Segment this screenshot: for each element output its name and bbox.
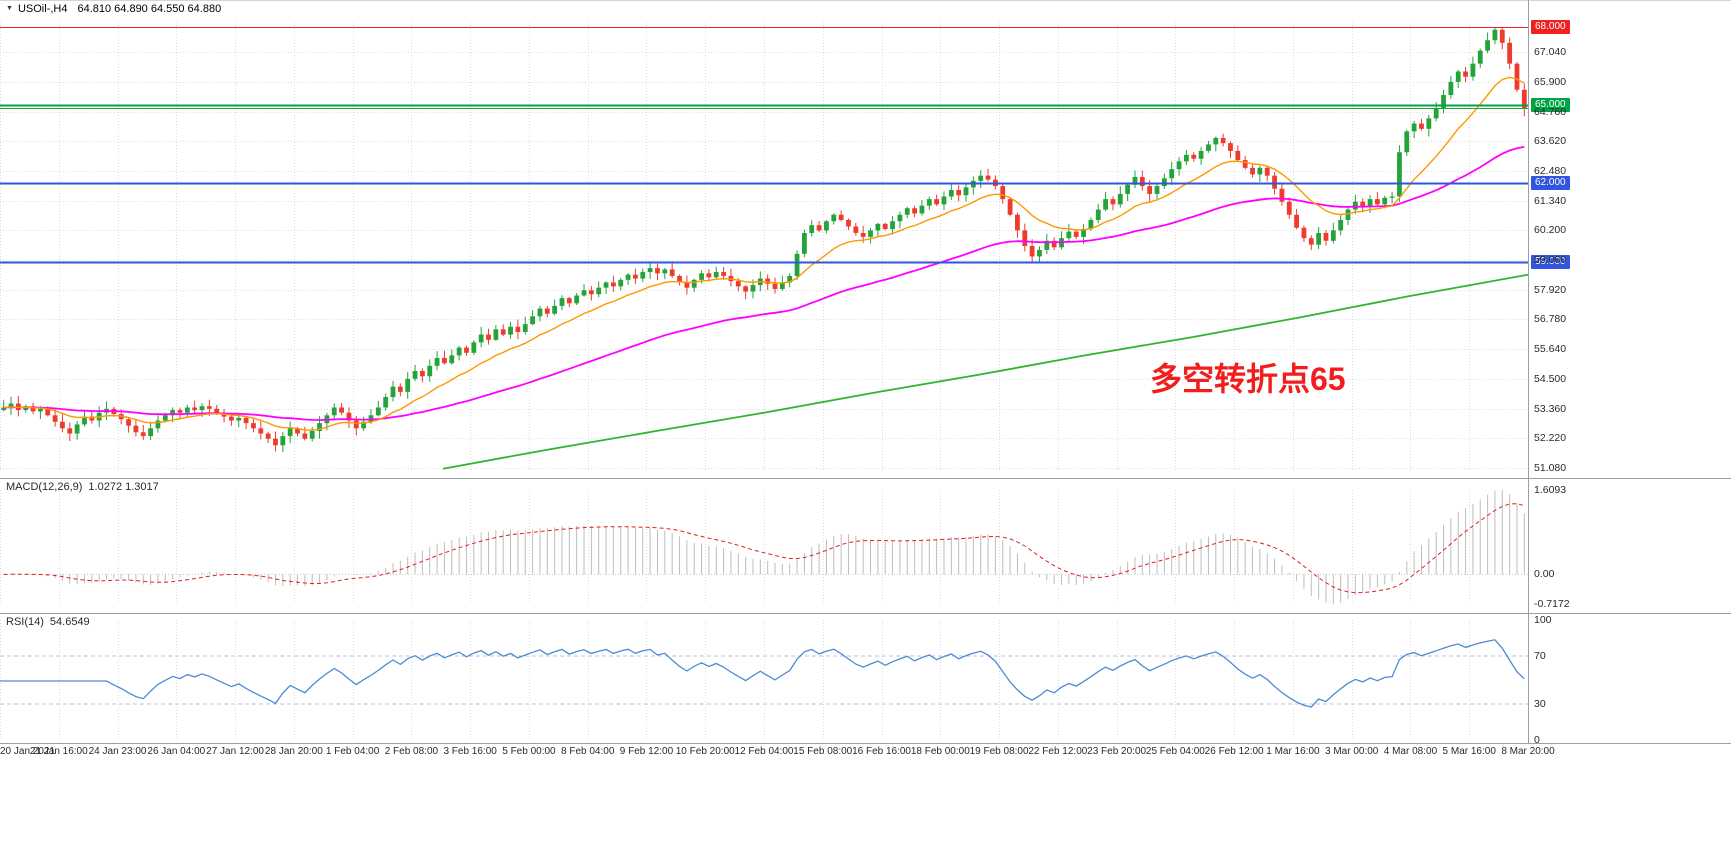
price-axis-label: 60.200 <box>1534 224 1567 237</box>
macd-axis-label: 0.00 <box>1534 568 1555 581</box>
time-axis-label: 16 Feb 16:00 <box>852 746 911 757</box>
macd-indicator-label: MACD(12,26,9) 1.0272 1.3017 <box>6 481 159 493</box>
price-axis-label: 62.480 <box>1534 164 1567 177</box>
rsi-indicator-label: RSI(14) 54.6549 <box>6 616 90 628</box>
price-line-badge: 68.000 <box>1531 20 1570 35</box>
window-top-border <box>0 0 1731 1</box>
time-axis-label: 8 Feb 04:00 <box>561 746 615 757</box>
chart-annotation-text: 多空转折点65 <box>1150 361 1346 397</box>
rsi-line <box>0 639 1525 708</box>
time-axis-label: 21 Jan 16:00 <box>29 746 88 757</box>
time-axis-label: 27 Jan 12:00 <box>206 746 264 757</box>
symbol-header: ▼ USOil-,H4 64.810 64.890 64.550 64.880 <box>6 3 221 15</box>
ma-medium-line <box>3 146 1525 421</box>
time-axis-label: 24 Jan 23:00 <box>88 746 147 757</box>
panel-separator-macd[interactable] <box>0 478 1731 479</box>
time-axis-label: 5 Feb 00:00 <box>502 746 556 757</box>
time-axis-label: 23 Feb 20:00 <box>1087 746 1147 757</box>
time-axis-label: 26 Jan 04:00 <box>147 746 206 757</box>
time-axis-label: 22 Feb 12:00 <box>1028 746 1088 757</box>
rsi-axis-label: 30 <box>1534 698 1546 710</box>
symbol-timeframe-label: USOil-,H4 <box>17 3 68 15</box>
price-axis-label: 54.500 <box>1534 372 1567 385</box>
chart-canvas[interactable] <box>0 0 1731 765</box>
rsi-axis-label: 0 <box>1534 734 1540 746</box>
price-axis-label: 61.340 <box>1534 194 1567 207</box>
price-line-badge: 62.000 <box>1531 176 1570 191</box>
time-axis-label: 28 Jan 20:00 <box>264 746 323 757</box>
price-scale[interactable]: 68.000 65.000 62.000 59.000 67.040 65.900 64.7… <box>1528 0 1731 746</box>
price-axis-label: 64.760 <box>1534 105 1567 118</box>
price-axis-label: 67.040 <box>1534 46 1567 59</box>
ma-fast-line <box>3 76 1525 431</box>
macd-title-text: MACD(12,26,9) <box>6 481 83 493</box>
time-axis-label: 4 Mar 08:00 <box>1383 746 1438 757</box>
price-line-badge: 65.000 <box>1531 98 1570 113</box>
rsi-value-text: 54.6549 <box>49 616 90 628</box>
price-axis-label: 52.220 <box>1534 432 1567 445</box>
price-scale-separator <box>1528 0 1529 743</box>
time-axis-separator <box>0 743 1731 744</box>
time-axis-label: 26 Feb 12:00 <box>1204 746 1264 757</box>
time-axis-label: 1 Feb 04:00 <box>325 746 380 757</box>
price-axis-label: 57.920 <box>1534 283 1567 296</box>
panel-separator-rsi[interactable] <box>0 613 1731 614</box>
time-axis-label: 2 Feb 08:00 <box>384 746 439 757</box>
time-axis-label: 9 Feb 12:00 <box>619 746 674 757</box>
macd-histogram <box>10 490 1525 604</box>
time-axis-label: 1 Mar 16:00 <box>1266 746 1320 757</box>
time-axis-label: 15 Feb 08:00 <box>793 746 853 757</box>
collapse-triangle-icon[interactable]: ▼ <box>6 5 13 12</box>
time-axis-label: 8 Mar 20:00 <box>1501 746 1555 757</box>
price-axis-label: 51.080 <box>1534 461 1567 474</box>
ma-slow-line <box>442 273 1529 470</box>
price-axis-label: 63.620 <box>1534 135 1567 148</box>
time-axis[interactable]: 20 Jan 2021 21 Jan 16:00 24 Jan 23:00 26 Ja… <box>0 744 1731 764</box>
time-axis-label: 3 Mar 00:00 <box>1325 746 1379 757</box>
macd-axis-label: -0.7172 <box>1534 598 1570 610</box>
time-axis-label: 19 Feb 08:00 <box>969 746 1029 757</box>
macd-signal-line <box>3 503 1525 594</box>
candlestick-series <box>1 27 1527 453</box>
rsi-axis-label: 70 <box>1534 650 1546 662</box>
rsi-title-text: RSI(14) <box>6 616 44 628</box>
time-axis-label: 12 Feb 04:00 <box>734 746 794 757</box>
time-axis-label: 3 Feb 16:00 <box>443 746 497 757</box>
price-axis-label: 53.360 <box>1534 402 1567 415</box>
time-axis-label: 5 Mar 16:00 <box>1442 746 1496 757</box>
ohlc-values: 64.810 64.890 64.550 64.880 <box>77 3 222 15</box>
rsi-axis-label: 100 <box>1534 614 1552 626</box>
time-axis-label: 25 Feb 04:00 <box>1145 746 1205 757</box>
time-axis-label: 10 Feb 20:00 <box>675 746 735 757</box>
grid <box>0 22 1529 740</box>
macd-values-text: 1.0272 1.3017 <box>88 481 159 493</box>
time-axis-label: 18 Feb 00:00 <box>910 746 970 757</box>
price-line-badge: 59.000 <box>1531 254 1570 269</box>
price-axis-label: 55.640 <box>1534 343 1567 356</box>
price-axis-label: 65.900 <box>1534 75 1567 88</box>
price-axis-label: 59.060 <box>1534 254 1567 267</box>
macd-axis-label: 1.6093 <box>1534 484 1567 496</box>
time-axis-label: 20 Jan 2021 <box>0 746 56 757</box>
price-axis-label: 56.780 <box>1534 313 1567 326</box>
